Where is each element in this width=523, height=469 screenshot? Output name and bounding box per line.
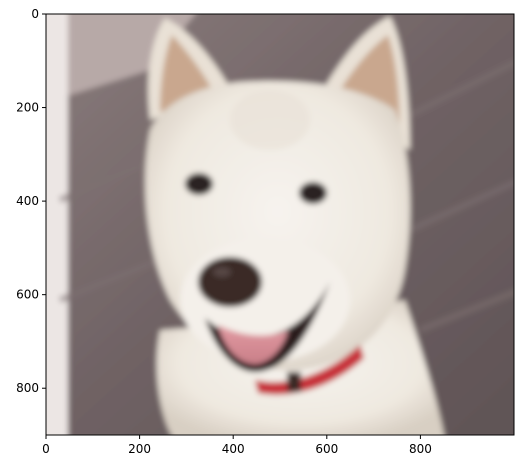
x-tick-label: 400 xyxy=(222,442,245,456)
wall-strip xyxy=(46,14,68,435)
axes-frame xyxy=(45,13,515,436)
x-tick-label: 0 xyxy=(42,442,50,456)
y-axis: 0 200 400 600 800 xyxy=(16,7,46,395)
x-tick-label: 600 xyxy=(315,442,338,456)
y-tick-label: 400 xyxy=(16,194,39,208)
dog-photo xyxy=(46,14,514,435)
dog-nose xyxy=(198,257,262,307)
x-axis: 0 200 400 600 800 xyxy=(42,435,432,456)
dog-nose-highlight xyxy=(213,267,231,277)
y-tick-label: 0 xyxy=(31,7,39,21)
forehead-shade xyxy=(230,90,310,150)
y-tick-label: 600 xyxy=(16,288,39,302)
collar-buckle xyxy=(287,372,301,392)
x-tick-label: 200 xyxy=(128,442,151,456)
dog-collar xyxy=(255,345,364,395)
dog-eye-right xyxy=(299,182,327,204)
dog-tongue xyxy=(218,325,288,365)
y-tick-label: 200 xyxy=(16,101,39,115)
x-tick-label: 800 xyxy=(409,442,432,456)
y-tick-label: 800 xyxy=(16,381,39,395)
dog-eye-left xyxy=(185,173,213,195)
